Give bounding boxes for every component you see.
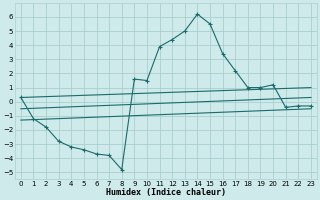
X-axis label: Humidex (Indice chaleur): Humidex (Indice chaleur) (106, 188, 226, 197)
